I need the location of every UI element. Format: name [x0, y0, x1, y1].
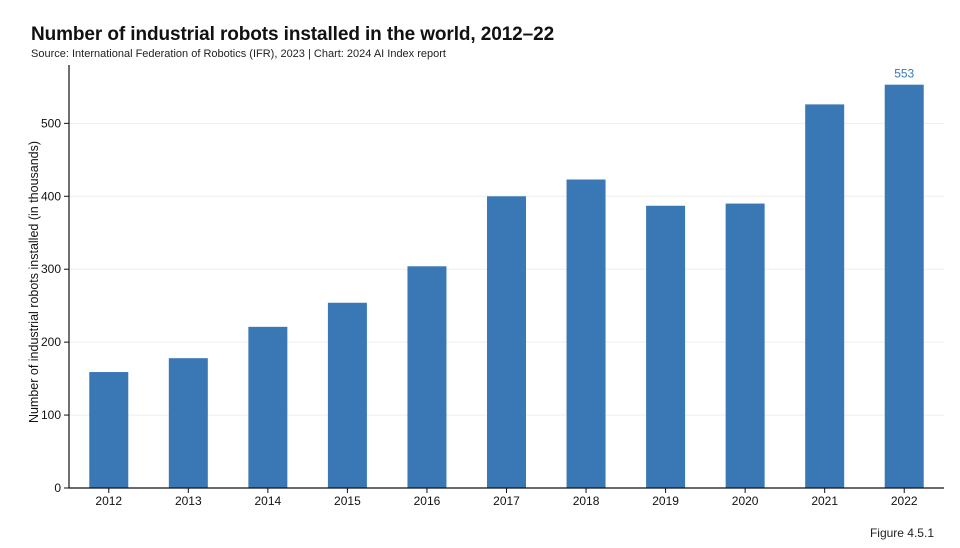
x-tick-label: 2014 [255, 494, 282, 508]
chart-title: Number of industrial robots installed in… [31, 24, 555, 45]
x-tick-label: 2019 [652, 494, 679, 508]
labels: 0 100 200 300 400 500 2012 2013 2014 2015 2016 2017… [41, 67, 918, 508]
x-tick-label: 2015 [334, 494, 361, 508]
y-tick-label: 200 [41, 335, 61, 349]
bar-2015 [327, 302, 367, 488]
figure-label: Figure 4.5.1 [869, 526, 934, 540]
x-tick-label: 2018 [573, 494, 600, 508]
x-tick-label: 2016 [414, 494, 441, 508]
x-tick-label: 2022 [891, 494, 918, 508]
y-tick-label: 400 [41, 189, 61, 203]
x-tick-label: 2013 [175, 494, 202, 508]
y-tick-label: 100 [41, 408, 61, 422]
y-tick-label: 500 [41, 116, 61, 130]
bar-2017 [487, 196, 526, 488]
x-tick-label: 2020 [732, 494, 759, 508]
bar-2022 [884, 84, 924, 488]
data-label-2022: 553 [894, 67, 914, 81]
x-tick-label: 2017 [493, 494, 520, 508]
bar-2019 [646, 205, 686, 488]
bar-2013 [168, 358, 208, 488]
y-tick-label: 0 [54, 481, 61, 495]
bar-2018 [566, 179, 606, 489]
axes [64, 65, 944, 493]
bar-2012 [89, 372, 129, 488]
bar-2014 [248, 326, 288, 488]
bar-2020 [725, 203, 765, 488]
y-tick-label: 300 [41, 262, 61, 276]
y-axis-title: Number of industrial robots installed (i… [27, 141, 41, 423]
bars [89, 84, 924, 489]
chart-subtitle: Source: International Federation of Robo… [31, 48, 446, 60]
x-tick-label: 2021 [811, 494, 838, 508]
x-tick-label: 2012 [95, 494, 122, 508]
bar-2021 [805, 104, 845, 489]
bar-2016 [407, 266, 447, 488]
